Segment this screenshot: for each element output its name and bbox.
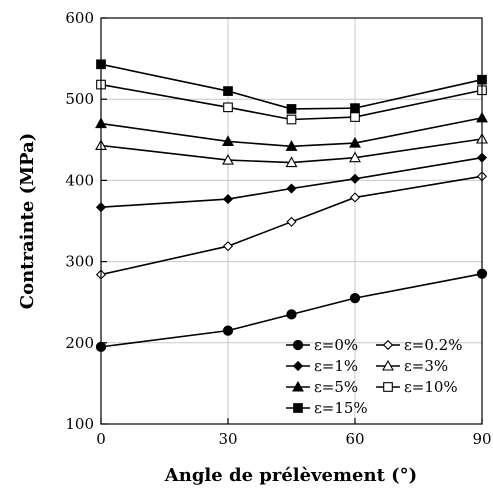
- legend-label: ε=0.2%: [404, 336, 462, 354]
- legend: ε=0% ε=0.2% ε=1% ε=3% ε=5% ε=10% ε=15%: [286, 336, 462, 417]
- x-tick-label: 30: [218, 430, 237, 448]
- series-0: [95, 268, 488, 353]
- legend-marker: [292, 360, 304, 372]
- data-point: [349, 173, 361, 184]
- legend-item: ε=0%: [286, 336, 358, 354]
- series-layer: [95, 59, 488, 353]
- x-tick-label: 0: [96, 430, 106, 448]
- y-tick-label: 100: [65, 415, 94, 433]
- legend-item: ε=15%: [286, 399, 368, 417]
- data-point: [349, 136, 361, 148]
- legend-label: ε=15%: [314, 399, 368, 417]
- data-point: [285, 156, 298, 168]
- legend-marker: [382, 359, 394, 371]
- legend-item: ε=3%: [376, 357, 448, 375]
- data-point: [223, 102, 233, 113]
- legend-item: ε=0.2%: [376, 336, 462, 354]
- axis-ticks: 0 30 60 90 100 200 300 400 500 600: [65, 9, 491, 448]
- data-point: [286, 216, 297, 227]
- legend-item: ε=10%: [376, 378, 458, 396]
- legend-item: ε=5%: [286, 378, 358, 396]
- x-tick-label: 90: [472, 430, 491, 448]
- data-point: [350, 112, 360, 122]
- series-6: [96, 59, 487, 114]
- legend-item: ε=1%: [286, 357, 358, 375]
- data-point: [222, 325, 234, 336]
- series-5: [96, 79, 487, 125]
- grid: [101, 18, 482, 424]
- plot-frame: [100, 17, 483, 425]
- legend-marker: [293, 403, 303, 413]
- legend-label: ε=0%: [314, 336, 358, 354]
- x-axis-title: Angle de prélèvement (°): [164, 465, 417, 486]
- data-point: [223, 86, 233, 96]
- data-point: [222, 135, 234, 146]
- data-point: [222, 193, 234, 205]
- legend-label: ε=1%: [314, 357, 358, 375]
- data-point: [350, 103, 360, 113]
- data-point: [285, 140, 298, 151]
- legend-label: ε=5%: [314, 378, 358, 396]
- y-tick-label: 600: [65, 9, 94, 27]
- legend-label: ε=10%: [404, 378, 458, 396]
- legend-marker: [292, 339, 304, 351]
- data-point: [286, 183, 297, 194]
- data-point: [286, 104, 297, 114]
- series-line: [100, 83, 483, 121]
- y-tick-label: 500: [65, 90, 94, 108]
- data-point: [349, 151, 361, 163]
- data-point: [222, 241, 234, 252]
- data-point: [286, 114, 297, 125]
- x-tick-label: 60: [345, 430, 364, 448]
- y-axis-title: Contrainte (MPa): [17, 133, 38, 310]
- legend-marker: [382, 339, 394, 351]
- legend-marker: [383, 382, 393, 392]
- series-3: [95, 132, 488, 168]
- y-tick-label: 300: [65, 253, 94, 271]
- data-point: [349, 192, 361, 203]
- y-tick-label: 200: [65, 334, 94, 352]
- data-point: [286, 309, 297, 320]
- data-point: [222, 153, 234, 165]
- legend-marker: [292, 380, 304, 392]
- y-tick-label: 400: [65, 171, 94, 189]
- series-2: [95, 152, 488, 213]
- legend-label: ε=3%: [404, 357, 448, 375]
- data-point: [349, 292, 361, 304]
